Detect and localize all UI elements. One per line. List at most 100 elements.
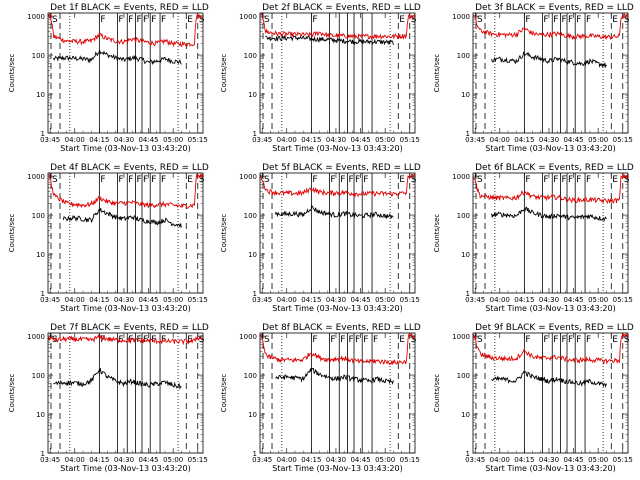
plot-frame [47, 12, 204, 134]
x-tick-label: 04:15 [514, 136, 534, 144]
x-tick-label: 04:15 [89, 296, 109, 304]
y-tick-label: 10 [36, 91, 45, 99]
x-axis-label: Start Time (03-Nov-13 03:43:20) [485, 464, 615, 473]
y-tick-label: 10 [248, 91, 257, 99]
annotation-label: F [143, 335, 148, 345]
annotation-label: F [355, 335, 360, 345]
annotation-label: F [586, 175, 591, 185]
x-tick-label: 05:15 [400, 136, 420, 144]
x-tick-label: 03:45 [252, 456, 272, 464]
annotation-label: S [477, 175, 483, 185]
annotation-label: E [187, 15, 193, 25]
x-tick-label: 03:45 [465, 136, 485, 144]
chart-panel-8: Det 8f BLACK = Events, RED = LLD Counts/s… [220, 323, 421, 473]
x-tick-label: 04:00 [490, 456, 510, 464]
annotation-label: F [100, 15, 105, 25]
y-tick-label: 1 [466, 130, 470, 138]
annotation-label: S [624, 15, 630, 25]
y-tick-label: 1 [466, 450, 470, 458]
annotation-label: S [52, 175, 58, 185]
x-tick-label: 05:15 [188, 296, 208, 304]
annotation-label: F [561, 15, 566, 25]
x-tick-label: 04:30 [326, 136, 346, 144]
annotation-label: F [373, 335, 378, 345]
annotation-label: F [568, 15, 573, 25]
plot-frame [47, 332, 204, 454]
lld-series-line [260, 13, 416, 40]
annotation-label: F [118, 175, 123, 185]
annotation-label: F [348, 175, 353, 185]
annotation-label: S [411, 175, 417, 185]
chart-panel-6: Det 6f BLACK = Events, RED = LLD Counts/s… [433, 163, 634, 313]
annotation-label: F [151, 15, 156, 25]
annotation-label: S [477, 335, 483, 345]
annotation-label: E [399, 335, 405, 345]
y-tick-label: 10 [461, 251, 470, 259]
events-series-line [62, 207, 182, 229]
annotation-label: F [543, 175, 548, 185]
y-tick-label: 10 [461, 411, 470, 419]
y-tick-label: 100 [244, 212, 257, 220]
x-tick-label: 03:45 [252, 136, 272, 144]
lld-series-line [473, 13, 628, 41]
x-tick-label: 04:00 [277, 136, 297, 144]
y-tick-label: 10 [36, 411, 45, 419]
annotation-label: F [586, 15, 591, 25]
chart-title: Det 2f BLACK = Events, RED = LLD [262, 3, 421, 13]
chart-panel-7: Det 7f BLACK = Events, RED = LLD Counts/s… [8, 323, 209, 473]
y-tick-label: 10 [36, 251, 45, 259]
annotation-label: F [118, 15, 123, 25]
y-tick-label: 1 [41, 290, 45, 298]
x-tick-label: 03:45 [40, 136, 60, 144]
annotation-label: F [340, 175, 345, 185]
y-tick-label: 100 [244, 52, 257, 60]
y-tick-label: 100 [457, 372, 470, 380]
chart-title: Det 7f BLACK = Events, RED = LLD [50, 323, 209, 333]
annotation-label: F [355, 175, 360, 185]
y-axis-label: Counts/sec [8, 214, 16, 253]
x-axis-label: Start Time (03-Nov-13 03:43:20) [60, 144, 190, 153]
y-tick-label: 1000 [239, 13, 257, 21]
annotation-label: E [187, 335, 193, 345]
annotation-label: F [553, 15, 558, 25]
annotation-label: F [330, 175, 335, 185]
annotation-label: F [340, 335, 345, 345]
y-tick-label: 10 [461, 91, 470, 99]
annotation-label: S [411, 15, 417, 25]
annotation-label: F [136, 15, 141, 25]
x-tick-label: 03:45 [465, 456, 485, 464]
x-tick-label: 05:00 [163, 136, 183, 144]
annotation-label: E [399, 175, 405, 185]
x-axis-label: Start Time (03-Nov-13 03:43:20) [485, 144, 615, 153]
y-tick-label: 100 [32, 52, 45, 60]
annotation-label: F [312, 15, 317, 25]
lld-series-line [260, 173, 415, 198]
plot-frame [47, 172, 204, 294]
plot-frame [472, 12, 629, 134]
x-tick-label: 05:00 [588, 456, 608, 464]
events-series-line [274, 204, 394, 219]
annotation-label: F [312, 335, 317, 345]
annotation-label: F [151, 175, 156, 185]
y-tick-label: 100 [32, 212, 45, 220]
chart-title: Det 1f BLACK = Events, RED = LLD [50, 3, 209, 13]
annotation-label: F [100, 175, 105, 185]
chart-panel-3: Det 3f BLACK = Events, RED = LLD Counts/s… [433, 3, 634, 153]
y-tick-label: 1 [253, 450, 257, 458]
x-tick-label: 04:45 [350, 296, 370, 304]
lld-series-line [473, 332, 629, 365]
annotation-label: F [143, 15, 148, 25]
annotation-label: F [128, 15, 133, 25]
x-tick-label: 04:00 [277, 456, 297, 464]
events-series-line [53, 368, 182, 391]
annotation-label: E [399, 15, 405, 25]
y-tick-label: 1000 [27, 173, 45, 181]
x-tick-label: 04:45 [350, 456, 370, 464]
annotation-label: S [264, 15, 270, 25]
x-tick-label: 04:30 [326, 296, 346, 304]
annotation-label: S [477, 15, 483, 25]
annotation-label: F [136, 175, 141, 185]
x-tick-label: 04:30 [114, 296, 134, 304]
annotation-label: S [624, 175, 630, 185]
